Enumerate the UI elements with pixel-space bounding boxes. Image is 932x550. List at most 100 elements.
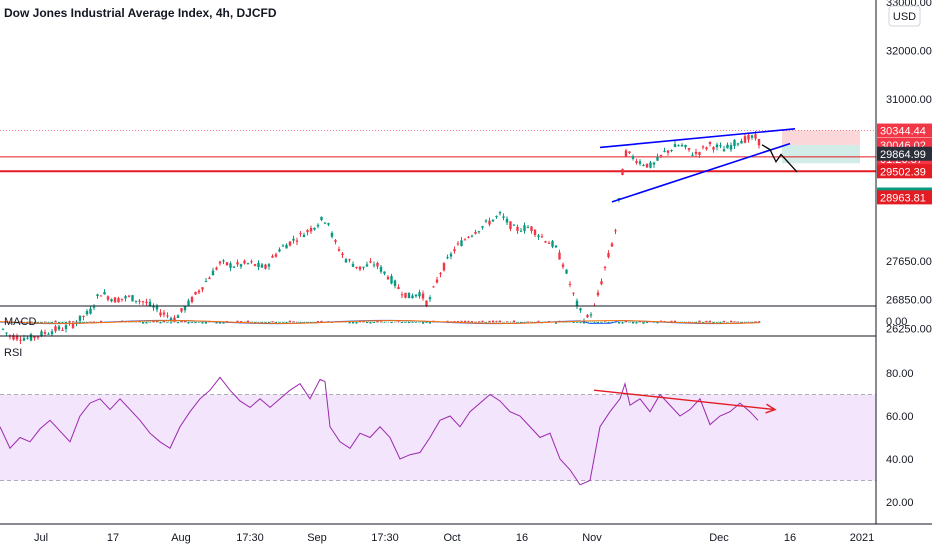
price-label-box [877,123,932,138]
macd-histogram-bar [520,322,522,324]
candle-up [103,292,106,295]
macd-histogram-bar [478,321,480,323]
candle-up [316,224,320,227]
candle-up [470,235,474,237]
candle-up [278,249,281,252]
candle-up [257,262,260,268]
price-label-box [877,164,932,179]
macd-histogram-bar [236,320,239,323]
candle-down [659,154,663,156]
candle-down [33,336,36,339]
time-tick-label: Jul [34,532,48,544]
candle-down [701,146,705,148]
macd-histogram-bar [243,321,246,323]
macd-histogram-bar [61,322,64,323]
candle-down [82,315,85,317]
price-tick-label: 32000.00 [886,45,932,57]
candle-up [330,232,334,237]
candle-down [544,241,547,243]
macd-histogram-bar [457,321,459,323]
macd-histogram-bar [285,322,288,324]
candle-up [78,315,82,321]
candle-down [309,227,313,232]
macd-signal-line [0,320,761,324]
macd-histogram-bar [383,322,386,323]
macd-histogram-bar [65,322,67,324]
candle-down [425,300,428,307]
macd-histogram-bar [646,322,648,323]
macd-histogram-bar [30,321,32,323]
candle-up [575,300,579,306]
candle-up [446,257,449,259]
candle-down [747,134,750,140]
candle-down [712,147,715,150]
rsi-divergence-arrow [593,389,776,411]
candle-down [530,226,533,231]
candle-down [306,230,309,233]
candle-down [568,283,572,285]
candle-down [180,308,183,312]
macd-histogram-bar [44,321,46,323]
candle-up [292,238,295,241]
price-label-box [877,146,932,161]
candle-up [131,295,134,302]
macd-histogram-bar [299,322,302,323]
candle-down [236,262,239,265]
macd-histogram-bar [268,322,270,324]
candle-down [12,335,15,340]
candle-up [155,306,159,310]
candle-up [565,269,568,274]
candle-up [740,140,743,144]
candle-up [372,264,376,266]
macd-histogram-bar [555,322,557,324]
candle-up [481,226,484,228]
macd-histogram-bar [597,322,599,324]
macd-histogram-bar [376,320,379,323]
candle-down [159,312,162,316]
macd-histogram-bar [600,322,603,323]
candle-down [138,300,141,302]
macd-histogram-bar [152,321,155,323]
rsi-line [0,376,759,486]
macd-histogram-bar [513,320,515,323]
macd-histogram-bar [54,320,57,323]
currency-button[interactable]: USD [888,5,921,27]
candle-up [47,333,50,335]
macd-histogram-bar [366,322,368,324]
candle-up [5,332,8,334]
candle-down [439,273,442,275]
candle-down [516,226,519,231]
candle-down [558,252,561,260]
macd-histogram-bar [422,322,424,324]
macd-histogram-bar [702,322,704,323]
macd-histogram-bar [481,320,484,323]
macd-histogram-bar [429,322,431,324]
macd-histogram-bar [194,322,197,324]
macd-pane [0,319,762,325]
candle-down [355,266,358,268]
candle-down [274,254,278,257]
candle-up [169,318,173,321]
macd-histogram-bar [275,322,277,324]
macd-histogram-bar [709,320,711,323]
macd-histogram-bar [184,320,186,323]
macd-histogram-bar [317,320,319,323]
candle-down [341,253,344,256]
candle-up [211,270,215,276]
candle-down [253,264,257,266]
candle-down [295,240,299,242]
macd-histogram-bar [485,322,487,323]
macd-histogram-bar [247,320,249,323]
candle-down [271,256,274,258]
macd-histogram-bar [635,322,638,324]
macd-histogram-bar [362,321,365,323]
macd-histogram-bar [68,320,71,323]
macd-histogram-bar [639,321,641,323]
candle-up [89,308,92,314]
macd-histogram-bar [145,322,148,324]
candle-down [708,141,712,144]
candle-up [428,297,432,300]
candle-up [351,264,355,267]
candle-up [670,150,673,152]
macd-histogram-bar [51,322,53,323]
